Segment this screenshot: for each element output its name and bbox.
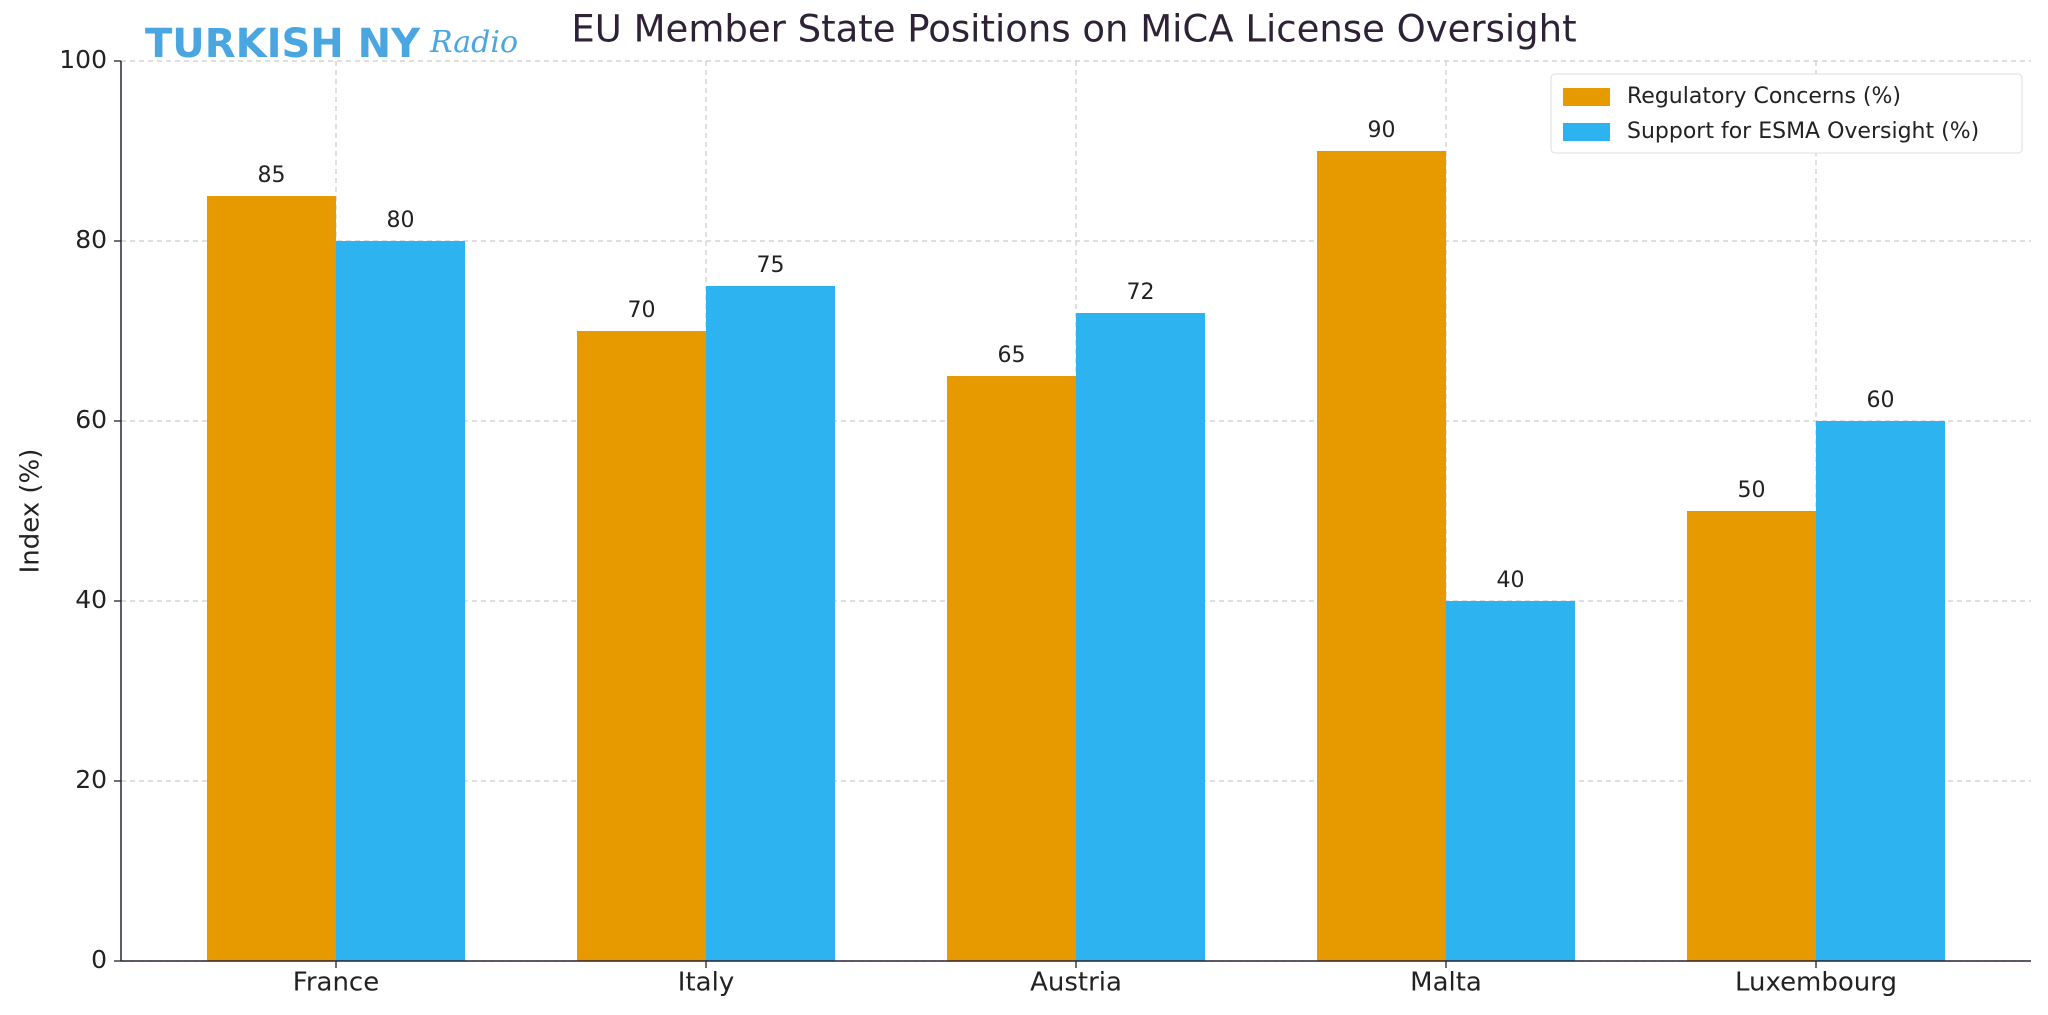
x-tick-label: France bbox=[293, 968, 379, 998]
x-tick-label: Malta bbox=[1410, 968, 1482, 998]
value-label: 85 bbox=[258, 163, 286, 188]
y-tick-label: 0 bbox=[91, 945, 107, 974]
bar bbox=[1816, 421, 1945, 961]
y-tick-label: 80 bbox=[75, 225, 107, 254]
legend-label: Support for ESMA Oversight (%) bbox=[1627, 119, 1979, 144]
bar bbox=[207, 196, 336, 961]
legend-swatch bbox=[1563, 88, 1610, 106]
bar bbox=[1076, 313, 1205, 961]
bar bbox=[577, 331, 706, 961]
bar bbox=[1446, 601, 1575, 961]
value-label: 60 bbox=[1867, 388, 1895, 413]
value-label: 72 bbox=[1127, 280, 1155, 305]
y-tick-label: 100 bbox=[59, 45, 107, 74]
legend-swatch bbox=[1563, 123, 1610, 141]
value-label: 70 bbox=[628, 298, 656, 323]
legend-label: Regulatory Concerns (%) bbox=[1627, 84, 1901, 109]
bar bbox=[336, 241, 465, 961]
bar bbox=[947, 376, 1076, 961]
y-tick-label: 20 bbox=[75, 765, 107, 794]
bar bbox=[706, 286, 835, 961]
x-tick-label: Italy bbox=[678, 968, 734, 998]
chart-title: EU Member State Positions on MiCA Licens… bbox=[571, 8, 1576, 51]
value-label: 40 bbox=[1497, 568, 1525, 593]
legend-box bbox=[1550, 73, 2023, 154]
bar bbox=[1687, 511, 1816, 961]
logo-script: Radio bbox=[429, 25, 518, 60]
value-label: 80 bbox=[387, 208, 415, 233]
y-axis-label: Index (%) bbox=[16, 449, 46, 574]
value-label: 50 bbox=[1738, 478, 1766, 503]
value-label: 90 bbox=[1368, 118, 1396, 143]
value-label: 75 bbox=[757, 253, 785, 278]
bar bbox=[1317, 151, 1446, 961]
value-label: 65 bbox=[998, 343, 1026, 368]
x-tick-label: Austria bbox=[1030, 968, 1122, 998]
y-tick-label: 40 bbox=[75, 585, 107, 614]
logo-text: TURKISH NY bbox=[145, 21, 421, 67]
y-tick-label: 60 bbox=[75, 405, 107, 434]
x-tick-label: Luxembourg bbox=[1735, 968, 1897, 998]
